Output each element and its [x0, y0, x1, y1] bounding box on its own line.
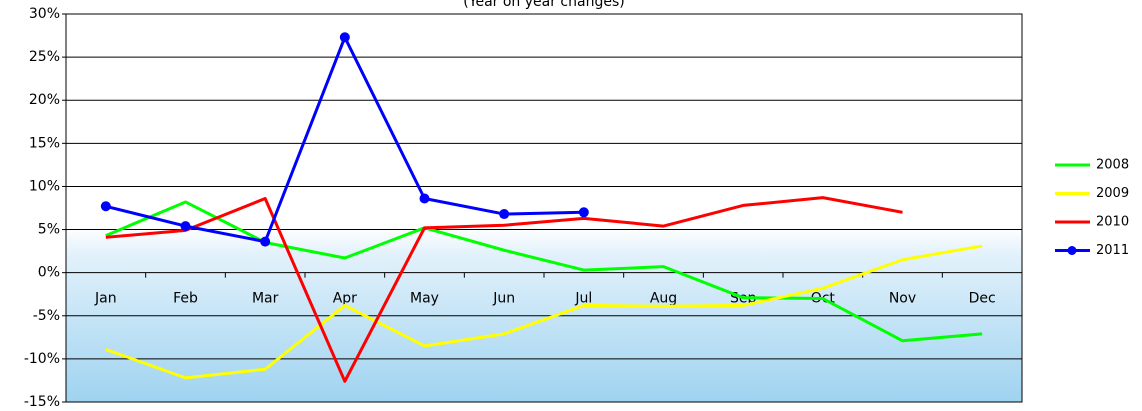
y-tick-label: -10%: [24, 351, 60, 367]
legend-label: 2009: [1096, 186, 1129, 201]
legend-label: 2011: [1096, 243, 1129, 258]
legend-entry: 2010: [1055, 215, 1129, 230]
y-tick-label: 10%: [29, 178, 60, 194]
point: [499, 209, 509, 219]
x-tick-label: Feb: [173, 291, 198, 307]
x-tick-label: Nov: [889, 291, 916, 307]
x-tick-label: Jan: [94, 291, 117, 307]
y-tick-label: -5%: [33, 308, 60, 324]
y-tick-label: 25%: [29, 49, 60, 65]
y-tick-label: 5%: [38, 222, 60, 238]
point: [579, 207, 589, 217]
legend-label: 2008: [1096, 158, 1129, 173]
y-tick-label: 0%: [38, 265, 60, 281]
point: [340, 32, 350, 42]
y-tick-label: 15%: [29, 135, 60, 151]
chart-subtitle: (Year on year changes): [463, 0, 624, 10]
point: [260, 237, 270, 247]
x-tick-label: Aug: [650, 291, 677, 307]
point: [181, 221, 191, 231]
legend-label: 2010: [1096, 215, 1129, 230]
x-tick-label: Jun: [492, 291, 515, 307]
y-tick-label: 20%: [29, 92, 60, 108]
legend-entry: 2008: [1055, 158, 1129, 173]
point: [420, 194, 430, 204]
y-tick-label: 30%: [29, 6, 60, 22]
legend-marker: [1068, 246, 1077, 255]
point: [101, 201, 111, 211]
x-tick-label: Mar: [252, 291, 279, 307]
x-tick-label: May: [410, 291, 439, 307]
legend-entry: 2009: [1055, 186, 1129, 201]
x-tick-label: Dec: [969, 291, 996, 307]
chart: (Year on year changes) -15% -10% -5% 0% 5% 10…: [0, 0, 1142, 411]
legend-entry: 2011: [1055, 243, 1129, 258]
y-tick-label: -15%: [24, 394, 60, 410]
